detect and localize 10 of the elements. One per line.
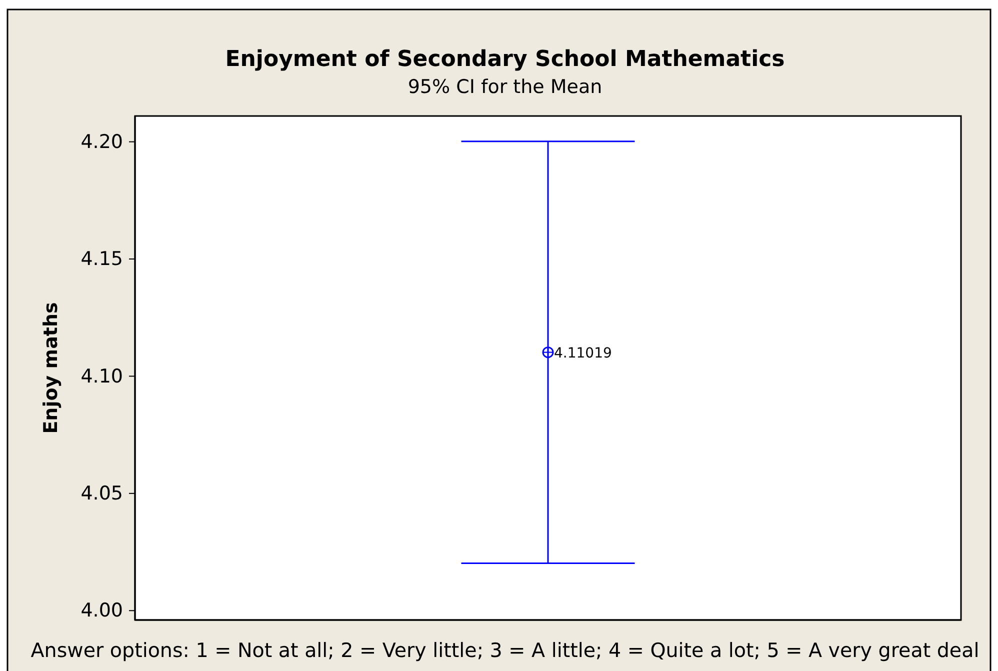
y-axis-title: Enjoy maths — [40, 302, 62, 434]
y-tick-label: 4.15 — [80, 248, 123, 270]
y-tick-label: 4.20 — [80, 130, 123, 153]
chart-subtitle: 95% CI for the Mean — [408, 76, 602, 98]
data-label: 4.11019 — [554, 345, 612, 362]
y-tick-label: 4.05 — [80, 482, 123, 504]
chart-title: Enjoyment of Secondary School Mathematics — [225, 47, 785, 72]
text: Answer options: 1 = Not at all; 2 = Very little; 3 = A little; 4 = Quite a lot; 5 = A very great deal — [30, 639, 980, 662]
y-tick-label: 4.00 — [80, 600, 123, 622]
y-tick-label: 4.10 — [80, 365, 123, 388]
